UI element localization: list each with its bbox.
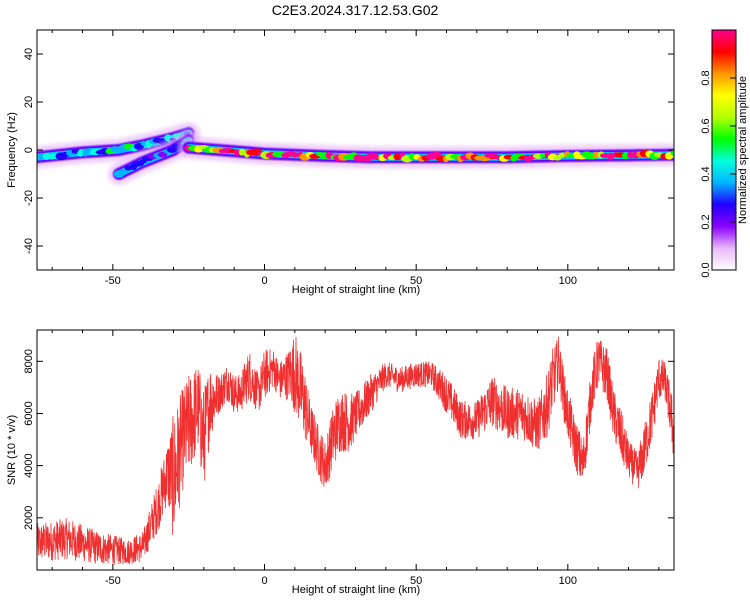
snr-x-tick-label: 100 — [559, 575, 577, 587]
colorbar: 0.0 0.2 0.4 0.6 0.8 Normalized spectral ampl… — [700, 29, 749, 278]
spectral-blob — [539, 153, 547, 158]
colorbar-label: Normalized spectral amplitude — [737, 76, 749, 224]
spectrogram-y-tick-label: 40 — [23, 48, 35, 60]
spectrogram-ylabel: Frequency (Hz) — [6, 112, 18, 188]
spectral-blob — [593, 151, 600, 159]
snr-x-tick-label: 0 — [261, 575, 267, 587]
snr-y-tick-label: 4000 — [23, 453, 35, 477]
colorbar-tick-label: 0.4 — [700, 166, 712, 181]
snr-x-tick-label: -50 — [105, 575, 121, 587]
spectrogram-xlabel: Height of straight line (km) — [292, 284, 420, 296]
colorbar-bar — [711, 29, 737, 271]
colorbar-tick-label: 0.6 — [700, 118, 712, 133]
snr-y-tick-label: 6000 — [23, 401, 35, 425]
figure-title: C2E3.2024.317.12.53.G02 — [272, 2, 439, 18]
snr-ylabel: SNR (10 * v/v) — [6, 415, 18, 485]
snr-marks — [37, 336, 674, 565]
colorbar-tick-label: 0.0 — [700, 262, 712, 277]
spectral-blob — [140, 140, 147, 147]
spectrogram-x-tick-label: 50 — [410, 275, 422, 287]
colorbar-tick-label: 0.2 — [700, 214, 712, 229]
spectral-blob — [670, 150, 674, 157]
spectrogram-x-tick-label: -50 — [105, 275, 121, 287]
snr-plot-area — [37, 330, 674, 570]
spectrogram-x-tick-label: 100 — [559, 275, 577, 287]
spectral-blob — [558, 152, 566, 158]
spectrogram-x-tick-label: 0 — [261, 275, 267, 287]
spectral-blob — [408, 153, 416, 160]
snr-y-tick-label: 8000 — [23, 349, 35, 373]
spectral-blob — [607, 152, 615, 161]
spectrogram-axes: -50 0 50 100 -40 -20 0 20 40 — [23, 30, 674, 287]
spectrogram-panel: -50 0 50 100 -40 -20 0 20 40 Height of straight … — [6, 29, 675, 296]
spectral-blob — [119, 168, 129, 175]
snr-x-tick-label: 50 — [410, 575, 422, 587]
snr-xlabel: Height of straight line (km) — [292, 584, 420, 596]
colorbar-ticks: 0.0 0.2 0.4 0.6 0.8 — [700, 70, 736, 278]
spectrogram-y-tick-label: 0 — [23, 147, 35, 153]
snr-series-line — [37, 336, 674, 565]
spectral-blob — [223, 147, 232, 154]
spectral-blob — [238, 148, 246, 156]
colorbar-tick-label: 0.8 — [700, 70, 712, 85]
snr-y-tick-label: 2000 — [23, 506, 35, 530]
spectral-blob — [621, 152, 630, 160]
spectrogram-y-tick-label: -40 — [23, 238, 35, 254]
spectrogram-y-tick-label: -20 — [23, 190, 35, 206]
snr-axes: -50 0 50 100 2000 4000 6000 8000 — [23, 330, 674, 587]
snr-panel: -50 0 50 100 2000 4000 6000 8000 Height of stra… — [6, 329, 675, 596]
spectrogram-y-tick-label: 20 — [23, 96, 35, 108]
spectral-blob — [77, 149, 85, 157]
spectrogram-marks — [37, 122, 674, 185]
